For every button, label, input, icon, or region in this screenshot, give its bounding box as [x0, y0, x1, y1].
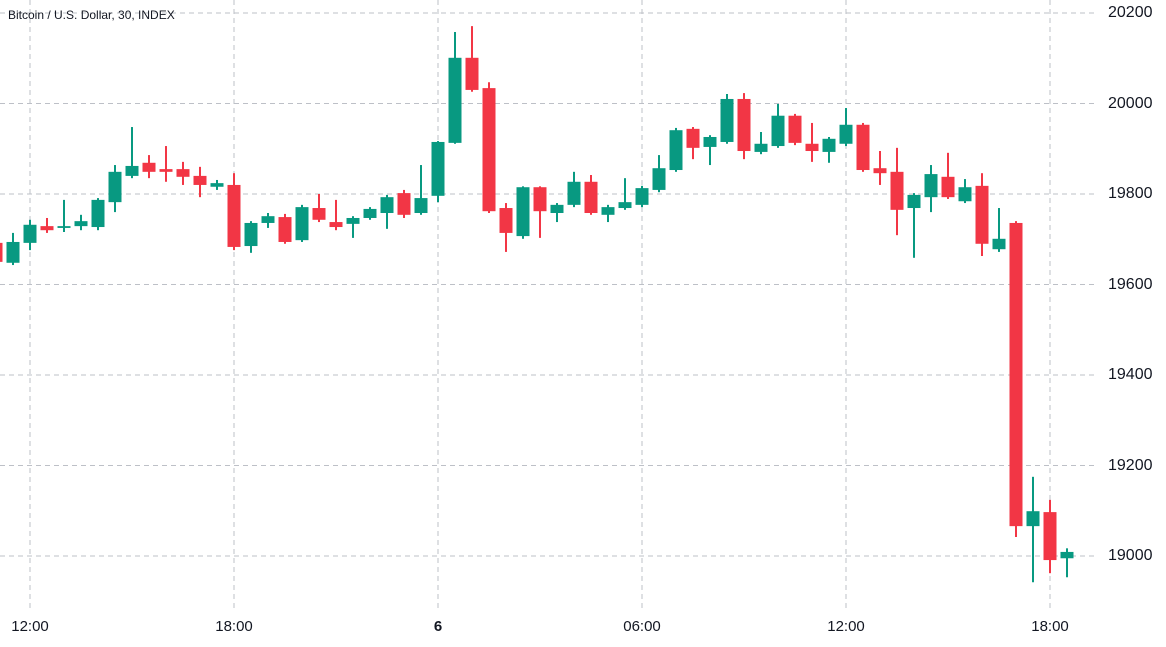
- candle-body: [499, 208, 513, 233]
- candle-body: [431, 141, 445, 196]
- candle-body: [652, 168, 666, 190]
- candle-body: [142, 162, 156, 172]
- candle-body: [890, 171, 904, 210]
- candle-body: [805, 143, 819, 152]
- price-axis-label: 19200: [1108, 456, 1153, 474]
- candle-body: [57, 226, 71, 228]
- candle-body: [567, 181, 581, 205]
- candle-body: [856, 124, 870, 171]
- candle-body: [975, 185, 989, 244]
- candle-body: [278, 217, 292, 242]
- candle-body: [669, 130, 683, 171]
- candle-body: [159, 169, 173, 172]
- candle-body: [635, 188, 649, 205]
- candle-body: [125, 165, 139, 176]
- candle-body: [193, 175, 207, 185]
- candle-body: [74, 221, 88, 227]
- candle-body: [1026, 511, 1040, 527]
- price-axis-label: 19800: [1108, 185, 1153, 202]
- candle-body: [737, 98, 751, 152]
- candle-body: [244, 222, 258, 247]
- price-axis[interactable]: 20200 20000 19800 19600 19400 19200 19000: [1094, 0, 1166, 610]
- candle-body: [210, 183, 224, 187]
- candle-body: [329, 222, 343, 228]
- candle-body: [958, 187, 972, 202]
- candle-body: [346, 217, 360, 224]
- candle-body: [1009, 222, 1023, 527]
- price-axis-label: 19600: [1108, 275, 1153, 293]
- candle-body: [992, 238, 1006, 250]
- candle-body: [1043, 512, 1057, 561]
- candle-body: [941, 176, 955, 198]
- candle-body: [40, 226, 54, 231]
- candle-body: [295, 207, 309, 241]
- candle-body: [0, 242, 3, 262]
- candle-body: [176, 169, 190, 177]
- candle-body: [482, 88, 496, 212]
- candle-body: [6, 241, 20, 263]
- candle-body: [91, 199, 105, 228]
- candle-body: [601, 207, 615, 215]
- candle-body: [754, 143, 768, 152]
- candle-body: [312, 208, 326, 220]
- candle-body: [414, 198, 428, 214]
- time-axis-label: 18:00: [215, 618, 253, 635]
- price-axis-label: 20000: [1108, 94, 1153, 112]
- candle-body: [380, 197, 394, 214]
- time-axis-label: 6: [433, 618, 443, 635]
- candle-body: [703, 136, 717, 147]
- candle-body: [550, 204, 564, 214]
- candle-body: [839, 124, 853, 144]
- candle-body: [1060, 551, 1074, 559]
- candle-body: [448, 57, 462, 143]
- candle-body: [516, 187, 530, 237]
- candle-body: [618, 202, 632, 209]
- candle-body: [907, 194, 921, 209]
- time-axis-label: 06:00: [623, 618, 661, 635]
- price-axis-label: 20200: [1108, 4, 1153, 21]
- candle-body: [924, 174, 938, 198]
- candle-body: [363, 208, 377, 218]
- candle-body: [788, 115, 802, 143]
- time-axis-label: 12:00: [827, 618, 865, 635]
- candle-body: [720, 98, 734, 142]
- candle-body: [465, 57, 479, 90]
- time-axis[interactable]: 12:00 18:00 6 06:00 12:00 18:00: [0, 610, 1166, 647]
- candle-body: [873, 168, 887, 174]
- candle-body: [23, 224, 37, 243]
- symbol-legend[interactable]: Bitcoin / U.S. Dollar, 30, INDEX: [8, 8, 175, 22]
- candle-body: [108, 171, 122, 203]
- candle-body: [397, 193, 411, 215]
- candle-body: [227, 184, 241, 247]
- price-axis-label: 19000: [1108, 547, 1153, 564]
- candle-body: [686, 128, 700, 148]
- time-axis-label: 12:00: [11, 618, 49, 635]
- candle-body: [771, 115, 785, 147]
- candle-body: [822, 138, 836, 152]
- candle-body: [584, 181, 598, 214]
- price-axis-label: 19400: [1108, 366, 1153, 383]
- candle-body: [533, 187, 547, 212]
- time-axis-label: 18:00: [1031, 618, 1069, 635]
- candle-body: [261, 216, 275, 223]
